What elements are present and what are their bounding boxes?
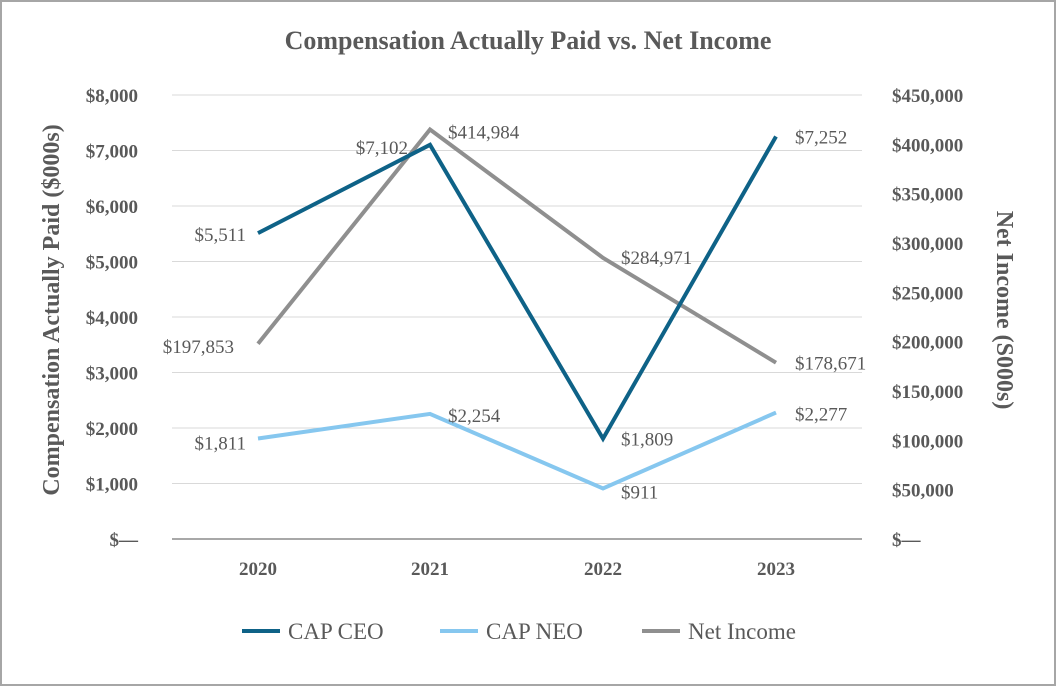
- y2-tick-label: $200,000: [892, 333, 963, 354]
- y2-tick-label: $400,000: [892, 135, 963, 156]
- y2-tick-label: $450,000: [892, 86, 963, 107]
- data-label-net-income: $414,984: [448, 123, 520, 144]
- legend-label: Net Income: [688, 619, 796, 644]
- data-label-cap-ceo: $5,511: [194, 225, 246, 246]
- y-tick-label: $4,000: [86, 308, 138, 329]
- data-label-cap-ceo: $7,252: [795, 128, 847, 149]
- y-tick-label: $5,000: [86, 253, 138, 274]
- y-tick-label: $3,000: [86, 364, 138, 385]
- y-tick-label: $8,000: [86, 86, 138, 107]
- data-label-cap-ceo: $7,102: [356, 138, 408, 159]
- data-label-net-income: $178,671: [795, 354, 866, 375]
- y2-tick-label: $100,000: [892, 431, 963, 452]
- y-tick-label: $—: [110, 530, 140, 551]
- series-line-cap-neo: [257, 410, 777, 491]
- data-label-cap-neo: $1,811: [194, 433, 246, 454]
- y2-tick-label: $—: [892, 530, 922, 551]
- series-line-net-income: [256, 126, 778, 365]
- y-tick-label: $1,000: [86, 475, 138, 496]
- y2-tick-label: $300,000: [892, 234, 963, 255]
- y-axis-title: Compensation Actually Paid ($000s): [39, 124, 65, 495]
- x-tick-label: 2023: [757, 559, 795, 580]
- y2-tick-label: $50,000: [892, 481, 954, 502]
- x-tick-label: 2022: [584, 559, 622, 580]
- data-label-net-income: $284,971: [621, 248, 692, 269]
- data-label-cap-neo: $2,254: [448, 406, 501, 427]
- y-tick-label: $2,000: [86, 419, 138, 440]
- legend-label: CAP CEO: [288, 619, 384, 644]
- x-tick-label: 2020: [239, 559, 277, 580]
- y-tick-label: $7,000: [86, 142, 138, 163]
- chart-title: Compensation Actually Paid vs. Net Incom…: [285, 26, 772, 55]
- legend-label: CAP NEO: [486, 619, 583, 644]
- data-label-cap-neo: $911: [621, 482, 658, 503]
- y-tick-label: $6,000: [86, 197, 138, 218]
- series-line-cap-ceo: [257, 135, 778, 443]
- data-label-cap-neo: $2,277: [795, 405, 847, 426]
- y2-tick-label: $250,000: [892, 283, 963, 304]
- y2-axis-title: Net Income (S000s): [991, 211, 1017, 410]
- y2-tick-label: $150,000: [892, 382, 963, 403]
- data-label-cap-ceo: $1,809: [621, 430, 673, 451]
- data-label-net-income: $197,853: [163, 337, 234, 358]
- y2-tick-label: $350,000: [892, 185, 963, 206]
- x-tick-label: 2021: [411, 559, 449, 580]
